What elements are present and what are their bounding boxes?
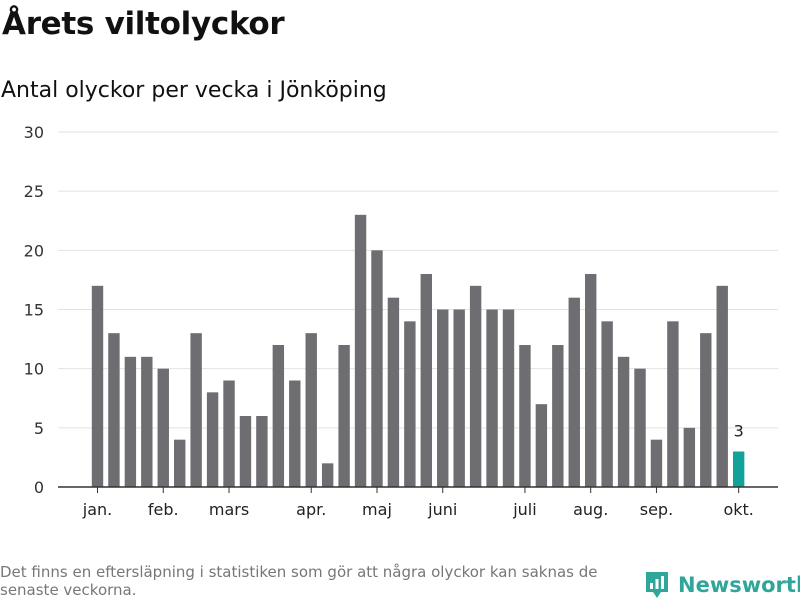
x-tick-label: jan.: [82, 500, 112, 519]
bar: [206, 392, 219, 487]
bar: [141, 356, 153, 487]
bar: [239, 416, 252, 487]
bar: [289, 380, 301, 487]
bar: [256, 416, 268, 487]
bar: [174, 439, 186, 487]
grid-lines: [58, 131, 778, 429]
bar: [404, 321, 416, 487]
bar: [634, 368, 646, 487]
bar: [190, 333, 202, 487]
bar: [700, 333, 712, 487]
y-tick-label: 15: [24, 301, 44, 320]
x-tick-label: feb.: [148, 500, 179, 519]
x-tick-label: aug.: [573, 500, 608, 519]
bar: [108, 333, 120, 487]
bar: [469, 285, 482, 487]
bar: [354, 214, 367, 487]
bar: [305, 333, 317, 487]
x-tick-label: sep.: [640, 500, 673, 519]
x-tick-label: maj: [362, 500, 392, 519]
bar: [535, 404, 548, 487]
x-tick-label: juli: [512, 500, 536, 519]
brand-logo: Newsworthy: [644, 570, 800, 600]
x-tick-label: apr.: [296, 500, 326, 519]
bar: [437, 309, 449, 487]
footnote: Det finns en eftersläpning i statistiken…: [0, 563, 598, 599]
data-labels: 3: [734, 422, 744, 441]
brand-chart-badge-icon: [646, 572, 668, 598]
chart-subtitle: Antal olyckor per vecka i Jönköping: [1, 78, 387, 103]
highlight-bar: [732, 451, 745, 487]
y-tick-label: 5: [34, 419, 44, 438]
chart-title: Årets viltolyckor: [2, 6, 285, 42]
bar: [716, 285, 728, 487]
bar: [321, 463, 334, 487]
bar: [683, 427, 696, 487]
bar: [223, 380, 235, 487]
bar: [502, 309, 515, 487]
brand-name: Newsworthy: [678, 573, 800, 597]
bar: [371, 250, 383, 487]
y-tick-label: 25: [24, 182, 44, 201]
bar: [552, 345, 564, 487]
x-tick-label: mars: [209, 500, 249, 519]
x-tick-label: juni: [427, 500, 457, 519]
bar: [568, 297, 580, 487]
x-axis-ticks: jan. feb. mars apr. maj juni juli aug. sep. okt.: [82, 487, 754, 519]
bar: [667, 321, 679, 487]
bar: [420, 274, 432, 487]
bar: [617, 356, 630, 487]
y-tick-label: 0: [34, 478, 44, 497]
bar: [272, 345, 285, 487]
bars: [91, 214, 745, 487]
bar: [519, 345, 531, 487]
bar: [601, 321, 613, 487]
y-tick-label: 30: [24, 123, 44, 142]
bar: [157, 368, 169, 487]
y-axis-ticks: 0 5 10 15 20 25 30: [24, 123, 44, 497]
bar: [124, 356, 137, 487]
bar: [91, 285, 104, 487]
bar: [453, 309, 465, 487]
bar: [650, 439, 663, 487]
x-tick-label: okt.: [723, 500, 753, 519]
bar: [338, 345, 350, 487]
bar: [585, 274, 597, 487]
y-tick-label: 10: [24, 360, 44, 379]
bar: [486, 309, 498, 487]
highlight-data-label: 3: [734, 422, 744, 441]
bar: [387, 297, 400, 487]
y-tick-label: 20: [24, 241, 44, 260]
